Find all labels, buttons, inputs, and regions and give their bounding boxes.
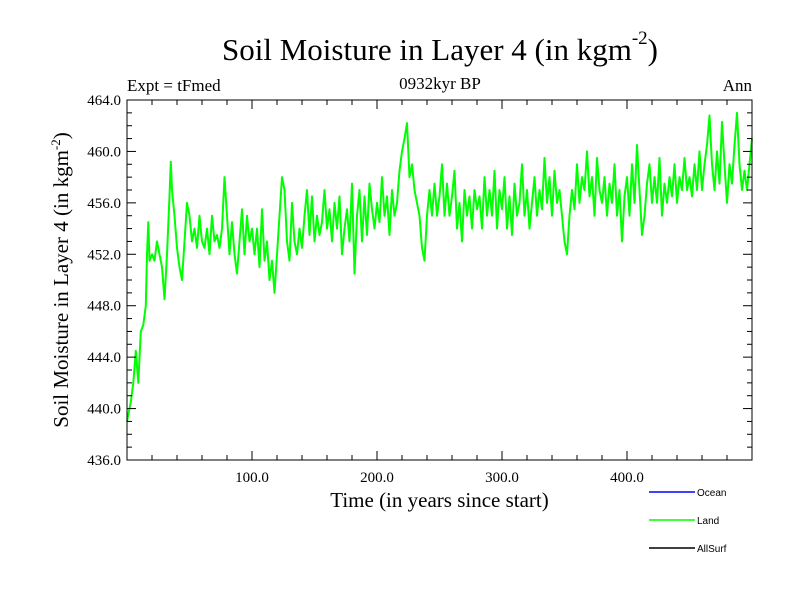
y-axis-label-superscript: -2 [48,139,63,150]
y-tick-label: 444.0 [87,350,121,366]
season-label: Ann [722,76,752,95]
x-axis: 100.0 200.0 300.0 400.0 [126,100,753,486]
x-tick-label: 200.0 [360,470,394,486]
legend-label-allsurf: AllSurf [697,544,727,555]
y-axis-label-text: Soil Moisture in Layer 4 (in kgm [49,150,73,428]
y-axis-label-end: ) [49,132,73,139]
plot-area [126,111,753,422]
y-tick-label: 448.0 [87,299,121,315]
x-axis-label: Time (in years since start) [330,488,549,512]
chart-title: Soil Moisture in Layer 4 (in kgm-2) [0,28,800,68]
legend-label-land: Land [697,516,719,527]
y-axis-label: Soil Moisture in Layer 4 (in kgm-2) [48,132,73,427]
y-tick-label: 456.0 [87,196,121,212]
y-tick-label: 452.0 [87,247,121,263]
y-tick-label: 440.0 [87,402,121,418]
y-tick-label: 460.0 [87,144,121,160]
series-line-land [126,111,753,422]
legend: Ocean Land AllSurf [649,488,727,555]
y-tick-label: 436.0 [87,453,121,469]
experiment-label: Expt = tFmed [127,76,221,95]
chart-subtitle: 0932kyr BP [399,74,481,93]
x-tick-label: 300.0 [485,470,519,486]
legend-label-ocean: Ocean [697,488,726,499]
y-axis: 436.0 440.0 444.0 448.0 452.0 456.0 460.0 464.0 [87,93,752,469]
y-tick-label: 464.0 [87,93,121,109]
chart-title-text: Soil Moisture in Layer 4 (in kgm [222,32,632,67]
x-tick-label: 400.0 [610,470,644,486]
chart-title-superscript: -2 [631,28,648,49]
plot-frame [126,99,753,461]
chart-title-end: ) [647,32,658,67]
x-tick-label: 100.0 [235,470,269,486]
